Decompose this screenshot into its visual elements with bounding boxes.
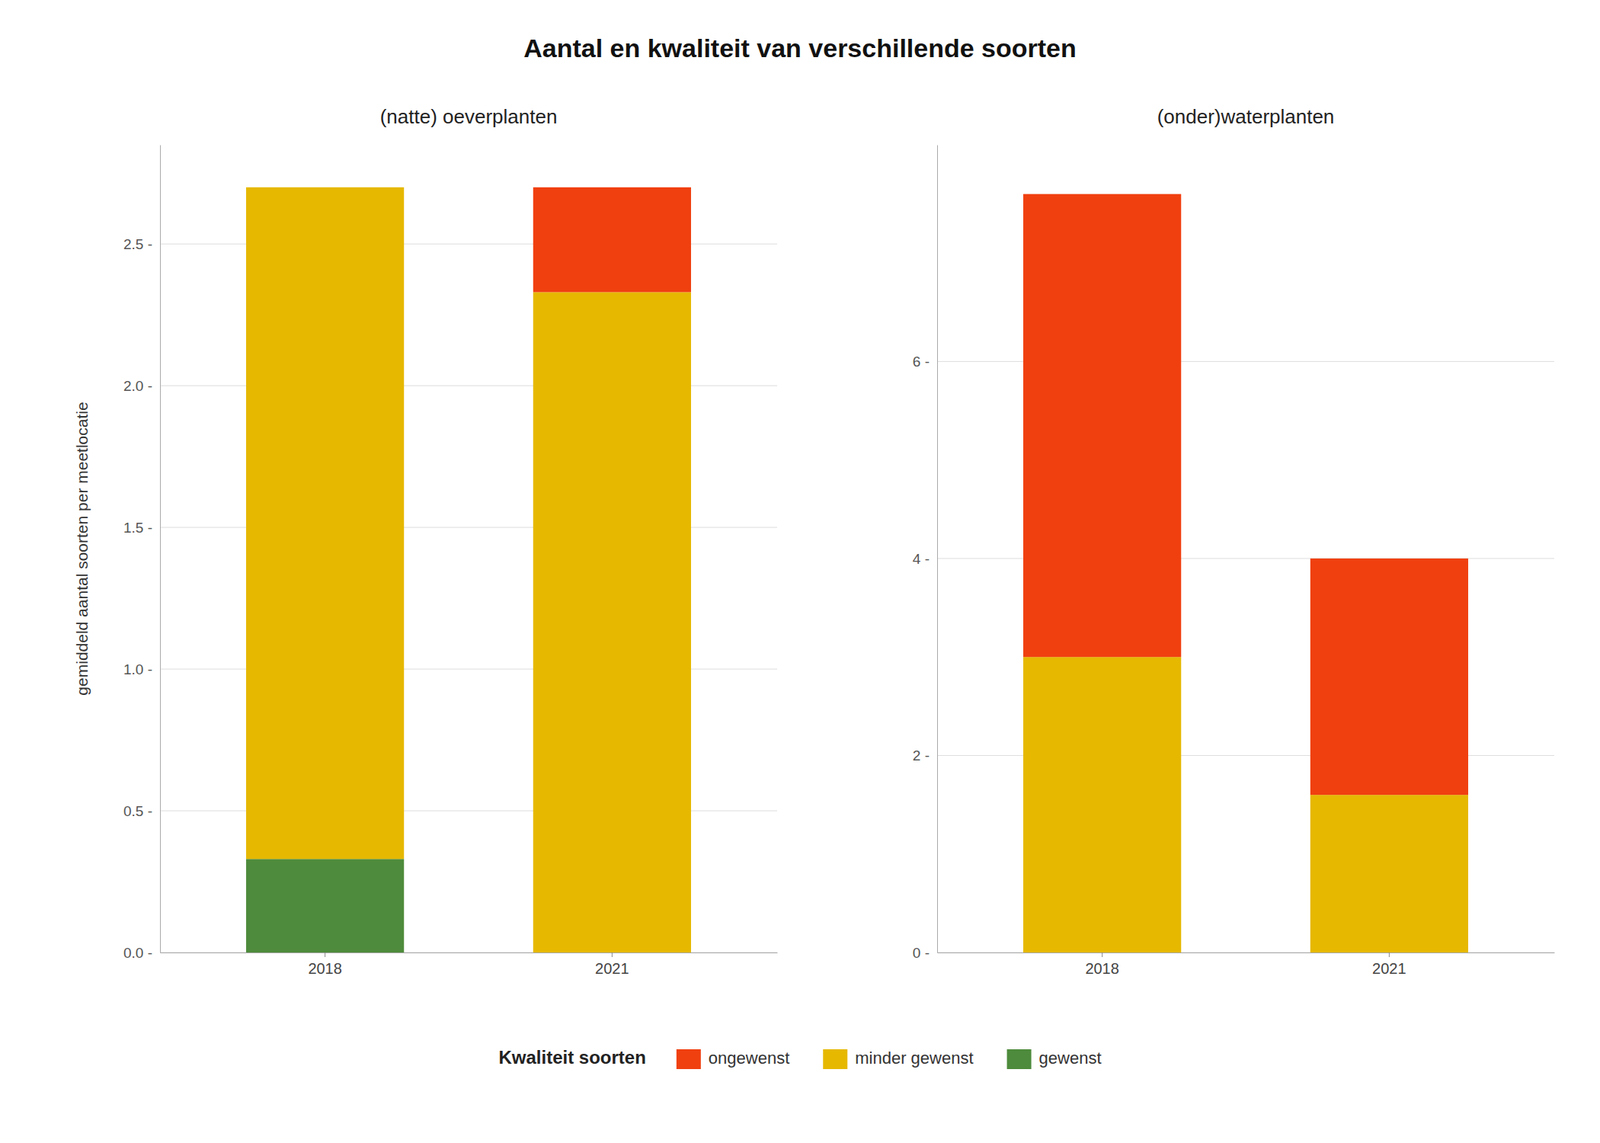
legend-label: minder gewenst — [854, 1048, 973, 1068]
panel: 0.0 - 0.5 - 1.0 - 1.5 - 2.0 - 2.5 - 2018 2021 (n… — [73, 105, 778, 977]
y-tick-label: 1.0 - — [123, 661, 153, 678]
y-axis-title: gemiddeld aantal soorten per meetlocatie — [73, 401, 91, 695]
x-tick-label: 2021 — [595, 960, 630, 977]
x-tick: 2018 — [307, 952, 343, 977]
bars — [246, 187, 692, 953]
axis-line — [160, 145, 161, 954]
subtitle: (onder)waterplanten — [1157, 105, 1335, 128]
y-tick: 2 - — [912, 747, 938, 764]
x-axis: 2018 2021 — [937, 952, 1556, 977]
x-tick-label: 2021 — [1372, 960, 1407, 977]
x-tick: 2021 — [1372, 952, 1407, 977]
legend-swatch — [676, 1049, 701, 1069]
y-tick: 0 - — [912, 944, 938, 961]
legend-label: ongewenst — [708, 1048, 790, 1068]
legend-title: Kwaliteit soorten — [498, 1046, 646, 1068]
y-axis: 0 - 2 - 4 - 6 - — [912, 145, 938, 961]
axis-line — [160, 952, 778, 954]
legend-swatch — [1007, 1049, 1032, 1069]
y-tick: 1.5 - — [123, 519, 160, 536]
bar — [1310, 794, 1469, 953]
y-tick-label: 0.5 - — [123, 803, 153, 820]
y-tick: 0.5 - — [123, 803, 160, 820]
y-tick: 2.5 - — [123, 236, 160, 253]
x-tick-label: 2018 — [1084, 960, 1120, 977]
legend: Kwaliteit soorten ongewenst minder gewenst… — [498, 1046, 1101, 1069]
x-axis: 2018 2021 — [160, 952, 778, 977]
legend-swatch — [822, 1049, 848, 1069]
bar — [246, 186, 404, 188]
bar — [246, 858, 404, 953]
tick-mark — [1388, 952, 1390, 957]
legend-item: minder gewenst — [822, 1048, 973, 1069]
y-tick-label: 4 - — [912, 550, 930, 567]
bar — [1310, 558, 1469, 795]
y-tick: 0.0 - — [123, 944, 160, 961]
bar — [1023, 194, 1181, 658]
bar — [246, 187, 404, 859]
legend-item: gewenst — [1007, 1048, 1102, 1069]
axis-line — [937, 145, 938, 954]
x-tick: 2021 — [595, 952, 630, 977]
y-tick-label: 2 - — [912, 747, 930, 764]
y-tick-label: 2.5 - — [123, 236, 153, 253]
y-tick: 6 - — [912, 353, 938, 370]
y-tick-label: 0 - — [912, 944, 930, 961]
x-tick: 2018 — [1084, 952, 1120, 977]
bars — [1023, 194, 1469, 953]
tick-mark — [611, 952, 613, 957]
y-axis: 0.0 - 0.5 - 1.0 - 1.5 - 2.0 - 2.5 - — [123, 145, 161, 961]
bar — [1023, 656, 1181, 953]
y-tick-label: 2.0 - — [123, 377, 153, 394]
y-tick: 1.0 - — [123, 661, 160, 678]
tick-mark — [324, 952, 326, 957]
panel: 0 - 2 - 4 - 6 - 2018 2021 (onder)waterplanten — [912, 105, 1556, 977]
y-tick-label: 0.0 - — [123, 944, 153, 961]
chart-root: Aantal en kwaliteit van verschillende so… — [0, 0, 1600, 1143]
legend-item: ongewenst — [676, 1048, 790, 1069]
legend-label: gewenst — [1039, 1048, 1102, 1068]
y-tick-label: 6 - — [912, 353, 930, 370]
y-tick-label: 1.5 - — [123, 519, 153, 536]
x-tick-label: 2018 — [307, 960, 343, 977]
axis-line — [937, 952, 1556, 954]
y-tick: 4 - — [912, 550, 938, 567]
tick-mark — [1101, 952, 1103, 957]
chart-title: Aantal en kwaliteit van verschillende so… — [523, 33, 1077, 63]
bar — [533, 291, 692, 953]
bar — [533, 187, 692, 293]
y-tick: 2.0 - — [123, 377, 160, 394]
subtitle: (natte) oeverplanten — [380, 105, 558, 128]
